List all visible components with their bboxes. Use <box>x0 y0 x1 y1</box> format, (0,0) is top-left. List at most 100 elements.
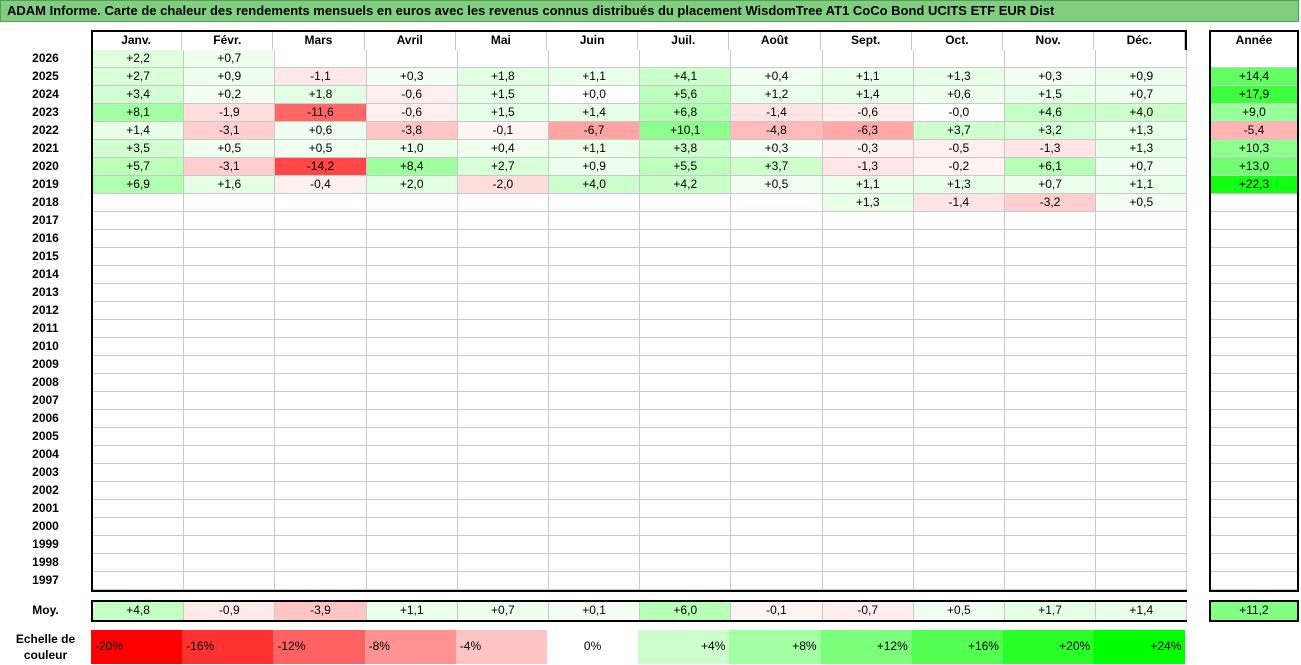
heatmap-cell <box>549 518 641 536</box>
heatmap-cell <box>457 464 549 482</box>
heatmap-cell <box>457 446 549 464</box>
heatmap-cell <box>731 500 823 518</box>
heatmap-cell <box>731 356 823 374</box>
heatmap-cell: -3,1 <box>184 122 276 140</box>
heatmap-cell <box>1096 50 1188 68</box>
legend-swatch: +16% <box>911 630 1003 664</box>
annual-cell <box>1211 194 1297 212</box>
heatmap-cell <box>913 374 1005 392</box>
heatmap-cell <box>93 266 185 284</box>
heatmap-cell: +1,3 <box>1096 140 1188 158</box>
legend-swatch: 0% <box>547 630 639 664</box>
heatmap-cell <box>184 248 276 266</box>
annual-cell <box>1211 266 1297 284</box>
heatmap-cell: +1,0 <box>366 140 458 158</box>
heatmap-cell <box>275 212 367 230</box>
year-label: 2001 <box>32 501 59 515</box>
month-header: Oct. <box>912 32 1003 50</box>
chart-title: ADAM Informe. Carte de chaleur des rende… <box>0 0 1299 22</box>
heatmap-cell <box>549 554 641 572</box>
legend-swatch: +24% <box>1094 630 1186 664</box>
heatmap-cell: -0,3 <box>822 140 914 158</box>
heatmap-cell <box>640 410 732 428</box>
heatmap-cell <box>457 248 549 266</box>
heatmap-cell: +0,7 <box>1096 86 1188 104</box>
overall-average-cell: +11,2 <box>1211 602 1297 620</box>
heatmap-cell <box>1096 554 1188 572</box>
heatmap-cell <box>93 554 185 572</box>
heatmap-cell: +1,3 <box>913 68 1005 86</box>
heatmap-cell <box>1005 50 1097 68</box>
heatmap-cell <box>366 212 458 230</box>
heatmap-cell <box>640 230 732 248</box>
heatmap-cell <box>93 392 185 410</box>
annual-header: Année <box>1235 33 1273 47</box>
average-cell: +6,0 <box>640 602 732 620</box>
heatmap-cell <box>184 284 276 302</box>
heatmap-cell <box>1096 536 1188 554</box>
heatmap-cell: +0,3 <box>1005 68 1097 86</box>
heatmap-cell <box>913 392 1005 410</box>
heatmap-cell <box>275 356 367 374</box>
heatmap-cell <box>366 572 458 590</box>
annual-cell <box>1211 50 1297 68</box>
year-label: 2018 <box>32 195 59 209</box>
legend-swatch: -16% <box>182 630 274 664</box>
heatmap-cell <box>366 320 458 338</box>
heatmap-cell <box>457 212 549 230</box>
heatmap-cell <box>640 374 732 392</box>
heatmap-cell <box>275 374 367 392</box>
heatmap-cell <box>457 518 549 536</box>
heatmap-cell <box>93 374 185 392</box>
heatmap-cell <box>457 374 549 392</box>
heatmap-cell <box>822 50 914 68</box>
heatmap-cell: +0,6 <box>913 86 1005 104</box>
heatmap-cell <box>1096 266 1188 284</box>
heatmap-cell <box>366 392 458 410</box>
legend-swatch: +20% <box>1003 630 1095 664</box>
heatmap-cell <box>822 410 914 428</box>
heatmap-cell <box>1005 392 1097 410</box>
heatmap-cell <box>913 266 1005 284</box>
heatmap-cell <box>549 50 641 68</box>
heatmap-cell: +0,3 <box>366 68 458 86</box>
heatmap-cell: +1,8 <box>275 86 367 104</box>
heatmap-cell: +0,7 <box>184 50 276 68</box>
heatmap-cell <box>366 500 458 518</box>
heatmap-cell: +1,5 <box>457 86 549 104</box>
heatmap-cell <box>549 284 641 302</box>
annual-cell <box>1211 446 1297 464</box>
annual-cell: +9,0 <box>1211 104 1297 122</box>
heatmap-cell <box>1096 464 1188 482</box>
annual-cell <box>1211 320 1297 338</box>
heatmap-cell <box>457 284 549 302</box>
heatmap-cell <box>457 338 549 356</box>
heatmap-cell <box>366 266 458 284</box>
heatmap-cell <box>731 572 823 590</box>
heatmap-cell <box>93 212 185 230</box>
heatmap-cell <box>93 500 185 518</box>
heatmap-cell <box>1096 320 1188 338</box>
heatmap-cell <box>184 410 276 428</box>
heatmap-cell <box>1005 500 1097 518</box>
heatmap-cell <box>913 464 1005 482</box>
heatmap-cell <box>731 446 823 464</box>
heatmap-cell <box>184 374 276 392</box>
heatmap-cell <box>1096 500 1188 518</box>
average-cell: -0,9 <box>184 602 276 620</box>
year-label: 2013 <box>32 285 59 299</box>
heatmap-cell <box>913 212 1005 230</box>
heatmap-cell <box>366 374 458 392</box>
heatmap-cell: +0,3 <box>731 140 823 158</box>
heatmap-cell <box>640 518 732 536</box>
heatmap-cell <box>1005 338 1097 356</box>
heatmap-cell <box>457 194 549 212</box>
heatmap-cell <box>1096 446 1188 464</box>
heatmap-cell: -14,2 <box>275 158 367 176</box>
heatmap-cell <box>275 302 367 320</box>
heatmap-cell <box>549 410 641 428</box>
heatmap-cell: -2,0 <box>457 176 549 194</box>
heatmap-cell <box>913 284 1005 302</box>
heatmap-cell: +0,4 <box>457 140 549 158</box>
annual-cell <box>1211 230 1297 248</box>
